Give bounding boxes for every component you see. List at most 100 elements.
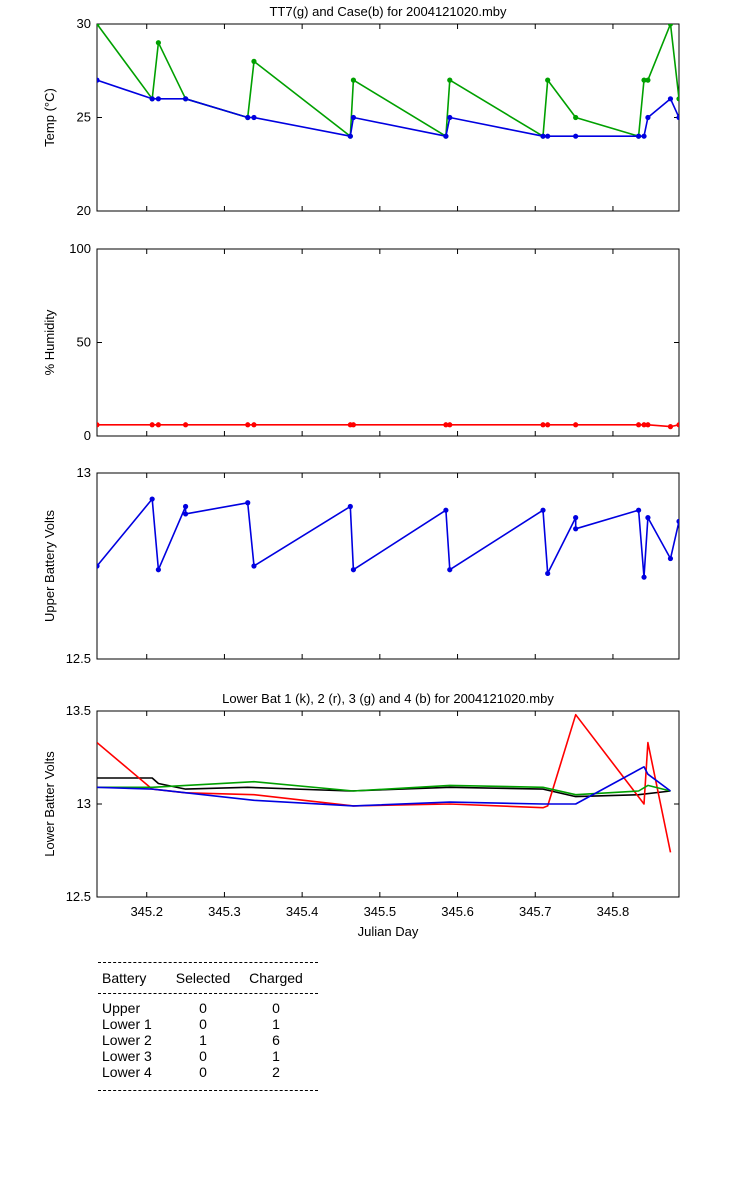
data-point: [251, 422, 257, 428]
data-point: [676, 114, 679, 121]
selected-count: 1: [199, 1032, 207, 1048]
table-header-row: Battery Selected Charged: [98, 963, 318, 993]
data-point: [635, 422, 642, 428]
series-line-2: [97, 79, 679, 137]
table-top-rule: [98, 962, 318, 963]
charged-count: 1: [272, 1016, 280, 1032]
series-group: [97, 496, 679, 580]
data-point: [545, 422, 551, 428]
data-point: [635, 133, 642, 139]
x-tick-label: 345.2: [130, 904, 163, 919]
data-point: [573, 114, 579, 121]
x-tick-label: 345.4: [286, 904, 319, 919]
data-point: [350, 77, 357, 83]
y-tick-label: 13: [77, 796, 91, 811]
data-point: [182, 422, 189, 428]
data-point: [149, 496, 155, 502]
data-point: [645, 422, 651, 428]
data-point: [251, 114, 257, 121]
data-point: [573, 422, 579, 428]
header-battery: Battery: [102, 970, 147, 986]
table-row: Lower 1 0 1: [98, 1016, 318, 1032]
chart-title: TT7(g) and Case(b) for 2004121020.mby: [269, 4, 507, 19]
data-point: [251, 58, 257, 64]
header-selected: Selected: [175, 970, 231, 986]
data-point: [545, 133, 551, 139]
y-tick-label: 100: [69, 241, 91, 256]
data-point: [182, 511, 189, 517]
data-point: [245, 500, 251, 506]
data-point: [676, 518, 679, 524]
data-point: [641, 77, 647, 83]
table-row: Lower 3 0 1: [98, 1048, 318, 1064]
data-point: [641, 574, 647, 580]
series-line-1: [97, 24, 679, 137]
battery-name: Lower 3: [102, 1048, 152, 1064]
table-row: Lower 4 0 2: [98, 1064, 318, 1080]
data-point: [155, 422, 161, 428]
series-group: [97, 422, 679, 430]
y-axis-label: Upper Battery Volts: [42, 510, 57, 622]
selected-count: 0: [199, 1016, 207, 1032]
y-tick-label: 12.5: [66, 889, 91, 904]
data-point: [97, 24, 100, 27]
y-tick-label: 13.5: [66, 703, 91, 718]
data-point: [447, 422, 453, 428]
data-point: [641, 422, 647, 428]
data-point: [573, 515, 579, 521]
chart-panel-2: 0 50 100 % Humidity: [42, 241, 680, 443]
x-tick-label: 345.6: [441, 904, 474, 919]
y-tick-label: 25: [77, 110, 91, 125]
data-point: [645, 515, 651, 521]
data-point: [149, 422, 155, 428]
data-point: [667, 96, 674, 102]
plot-frame: [96, 248, 680, 437]
data-point: [347, 503, 353, 510]
data-point: [573, 526, 579, 532]
data-point: [667, 555, 674, 562]
series-line-1: [97, 498, 679, 578]
battery-summary-table: Battery Selected Charged Upper 0 0 Lower…: [98, 962, 318, 1091]
chart-title: Lower Bat 1 (k), 2 (r), 3 (g) and 4 (b) …: [222, 691, 554, 706]
data-point: [251, 563, 257, 569]
series-group: [97, 24, 679, 139]
charged-count: 1: [272, 1048, 280, 1064]
y-tick-label: 0: [84, 428, 91, 443]
x-axis-label: Julian Day: [358, 924, 419, 939]
battery-name: Lower 1: [102, 1016, 152, 1032]
y-tick-label: 30: [77, 16, 91, 31]
data-point: [443, 422, 449, 428]
series-group: [97, 713, 672, 853]
data-point: [245, 114, 251, 121]
data-point: [155, 40, 161, 46]
x-tick-label: 345.8: [597, 904, 630, 919]
data-point: [447, 567, 453, 573]
data-point: [641, 133, 647, 139]
battery-name: Upper: [102, 1000, 141, 1016]
data-point: [443, 133, 449, 139]
data-point: [97, 422, 100, 428]
data-point: [676, 96, 679, 102]
data-point: [350, 422, 357, 428]
x-tick-label: 345.5: [364, 904, 397, 919]
selected-count: 0: [199, 1000, 207, 1016]
y-tick-label: 20: [77, 203, 91, 218]
table-bottom-rule: [98, 1090, 318, 1091]
y-tick-label: 50: [77, 335, 91, 350]
series-line-2: [97, 713, 672, 853]
data-point: [245, 422, 251, 428]
data-point: [645, 114, 651, 121]
data-point: [155, 96, 161, 102]
table-header-rule: [98, 993, 318, 994]
series-line-3: [97, 780, 671, 796]
selected-count: 0: [199, 1048, 207, 1064]
data-point: [573, 133, 579, 139]
plot-frame: [96, 23, 680, 212]
battery-name: Lower 4: [102, 1064, 152, 1080]
data-point: [350, 567, 357, 573]
charged-count: 2: [272, 1064, 280, 1080]
data-point: [443, 507, 449, 513]
data-point: [676, 422, 679, 428]
header-charged: Charged: [249, 970, 303, 986]
